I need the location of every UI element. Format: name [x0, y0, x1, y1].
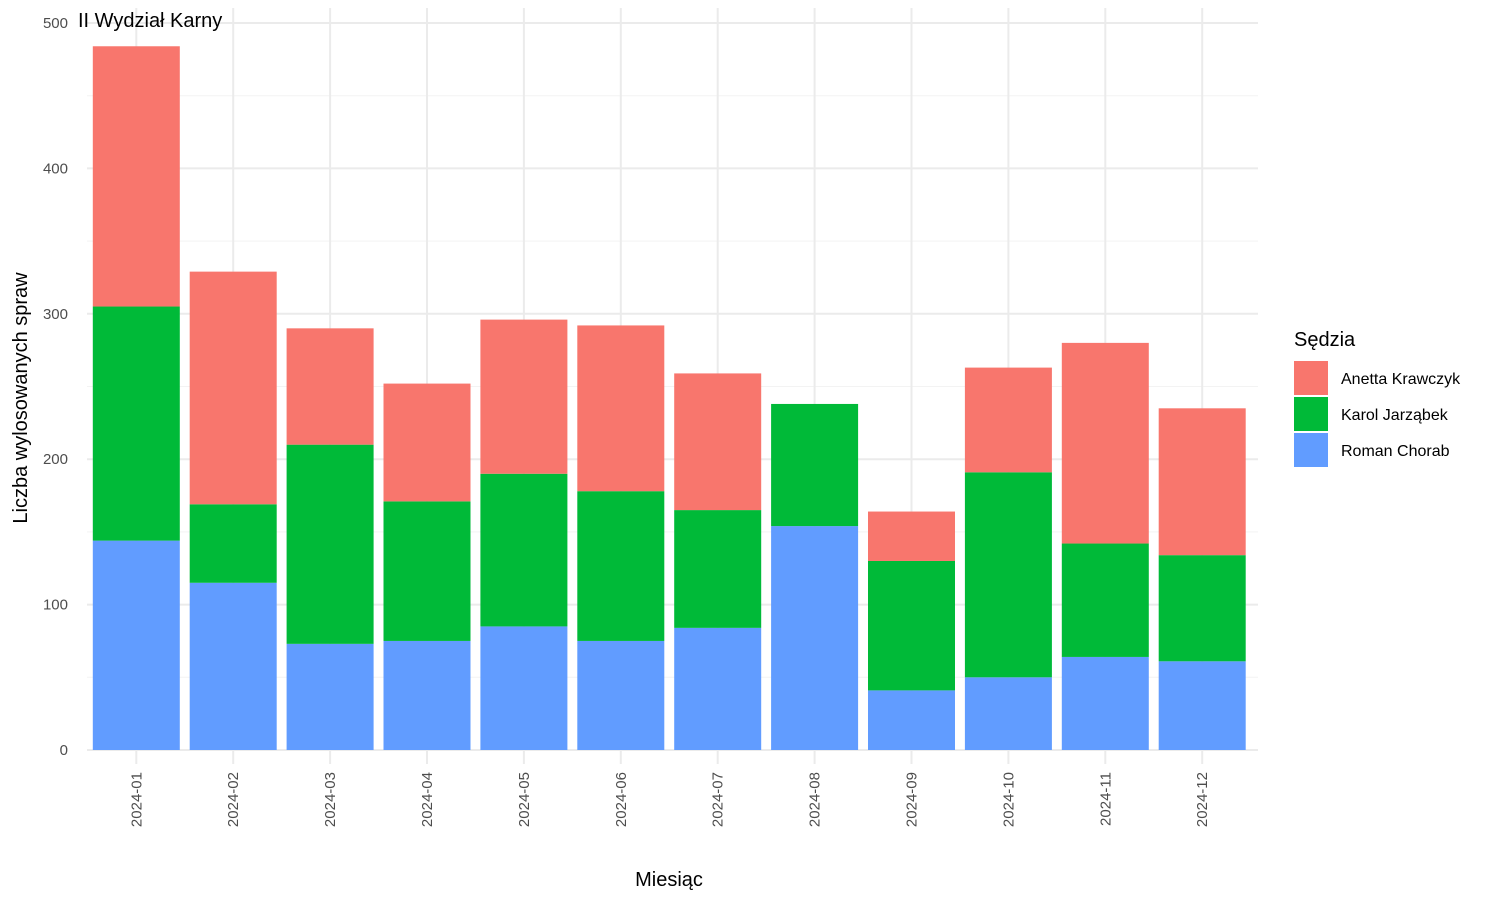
bar-segment — [1158, 408, 1246, 556]
bar-segment — [1158, 555, 1246, 662]
y-tick-label: 100 — [43, 597, 68, 614]
bar-segment — [383, 640, 471, 750]
bar-segment — [92, 540, 180, 750]
legend-label: Anetta Krawczyk — [1341, 371, 1461, 388]
y-tick-label: 500 — [43, 15, 68, 32]
bar-segment — [964, 677, 1052, 750]
bar-segment — [286, 328, 374, 445]
x-axis-title: Miesiąc — [635, 869, 703, 891]
bar-segment — [868, 560, 955, 691]
legend-label: Karol Jarząbek — [1341, 407, 1449, 424]
legend-key — [1294, 433, 1328, 467]
x-tick-label: 2024-10 — [1000, 772, 1017, 827]
x-tick-label: 2024-09 — [904, 772, 921, 827]
bar-segment — [189, 582, 277, 750]
x-tick-label: 2024-07 — [710, 772, 727, 827]
x-tick-label: 2024-06 — [613, 772, 630, 827]
bar-segment — [383, 383, 471, 502]
bar-segment — [480, 626, 568, 750]
x-axis-ticks: 2024-01 2024-02 2024-03 2024-04 2024-05 2024-… — [128, 772, 1211, 827]
y-tick-label: 400 — [43, 160, 68, 177]
bar-segment — [577, 491, 665, 641]
bar-segment — [674, 510, 762, 628]
bar-segment — [1158, 661, 1246, 750]
bar-segment — [189, 504, 277, 583]
bar-segment — [286, 643, 374, 750]
legend: Sędzia Anetta Krawczyk Karol Jarząbek Roma… — [1294, 329, 1461, 467]
x-tick-label: 2024-11 — [1097, 772, 1114, 826]
bar-segment — [868, 511, 955, 561]
x-tick-label: 2024-04 — [419, 772, 436, 827]
bar-segment — [1061, 342, 1149, 544]
bar-segment — [92, 46, 180, 307]
x-tick-label: 2024-05 — [516, 772, 533, 827]
bar-segment — [480, 319, 568, 474]
bar-segment — [771, 403, 859, 527]
bar-segment — [577, 640, 665, 750]
x-tick-label: 2024-08 — [807, 772, 824, 827]
legend-label: Roman Chorab — [1341, 443, 1450, 460]
bar-segment — [964, 367, 1052, 473]
x-tick-label: 2024-12 — [1194, 772, 1211, 827]
bars — [92, 46, 1246, 750]
bar-segment — [964, 472, 1052, 678]
bar-segment — [674, 373, 762, 511]
bar-segment — [92, 306, 180, 541]
y-tick-label: 300 — [43, 306, 68, 323]
bar-segment — [189, 271, 277, 505]
bar-segment — [286, 444, 374, 644]
y-tick-label: 200 — [43, 451, 68, 468]
bar-segment — [480, 473, 568, 627]
x-tick-label: 2024-02 — [225, 772, 242, 827]
x-tick-label: 2024-01 — [128, 772, 145, 827]
y-tick-label: 0 — [60, 742, 68, 759]
legend-title: Sędzia — [1294, 329, 1356, 351]
bar-segment — [674, 627, 762, 750]
bar-segment — [868, 690, 955, 750]
y-axis-title: Liczba wylosowanych spraw — [10, 272, 32, 524]
legend-key — [1294, 361, 1328, 395]
bar-segment — [383, 501, 471, 641]
bar-segment — [1061, 543, 1149, 657]
y-axis-ticks: 0 100 200 300 400 500 — [43, 15, 68, 759]
bar-segment — [1061, 656, 1149, 750]
bar-segment — [771, 526, 859, 750]
x-tick-label: 2024-03 — [322, 772, 339, 827]
bar-segment — [577, 325, 665, 492]
chart-title: II Wydział Karny — [78, 10, 222, 32]
legend-key — [1294, 397, 1328, 431]
